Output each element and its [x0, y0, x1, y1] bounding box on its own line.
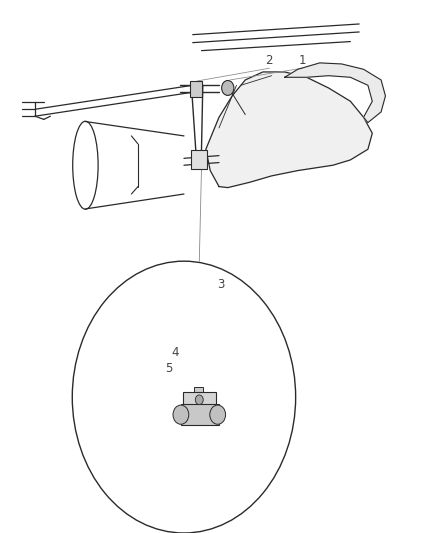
Circle shape	[210, 405, 226, 424]
Text: 5: 5	[165, 362, 172, 375]
FancyBboxPatch shape	[181, 404, 219, 425]
Text: 3: 3	[218, 278, 225, 290]
Circle shape	[222, 80, 234, 95]
Polygon shape	[206, 72, 372, 188]
Circle shape	[72, 261, 296, 533]
FancyBboxPatch shape	[194, 387, 203, 393]
Text: 2: 2	[265, 54, 273, 67]
Text: 1: 1	[298, 54, 306, 67]
FancyBboxPatch shape	[191, 150, 207, 169]
Circle shape	[195, 395, 203, 405]
FancyBboxPatch shape	[183, 392, 216, 405]
Circle shape	[173, 405, 189, 424]
Polygon shape	[285, 63, 385, 123]
Text: 4: 4	[171, 346, 179, 359]
FancyBboxPatch shape	[190, 81, 202, 97]
